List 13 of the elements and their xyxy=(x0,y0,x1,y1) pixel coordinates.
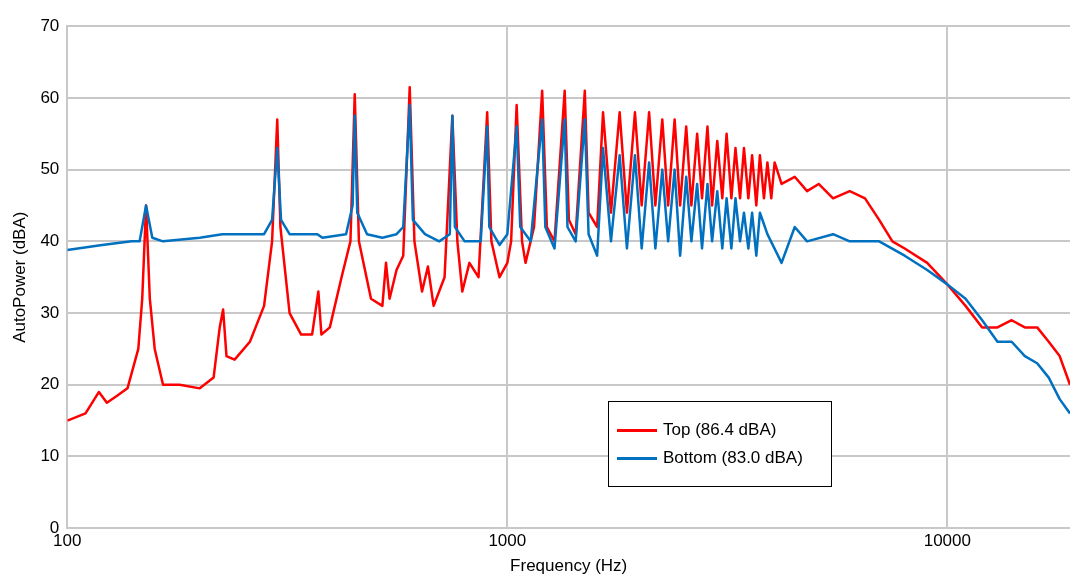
x-axis-title: Frequency (Hz) xyxy=(510,556,628,576)
x-tick-label: 1000 xyxy=(488,531,527,551)
y-tick-label: 30 xyxy=(40,302,60,322)
y-tick-label: 70 xyxy=(40,15,60,35)
y-tick-label: 50 xyxy=(40,159,60,179)
legend-label: Bottom (83.0 dBA) xyxy=(663,448,803,468)
y-axis-title: AutoPower (dBA) xyxy=(9,211,29,343)
y-tick-label: 10 xyxy=(40,446,60,466)
y-tick-label: 60 xyxy=(40,87,60,107)
y-tick-label: 20 xyxy=(40,374,60,394)
x-tick-label: 10000 xyxy=(923,531,971,551)
y-tick-label: 40 xyxy=(40,231,60,251)
legend-label: Top (86.4 dBA) xyxy=(663,420,777,440)
